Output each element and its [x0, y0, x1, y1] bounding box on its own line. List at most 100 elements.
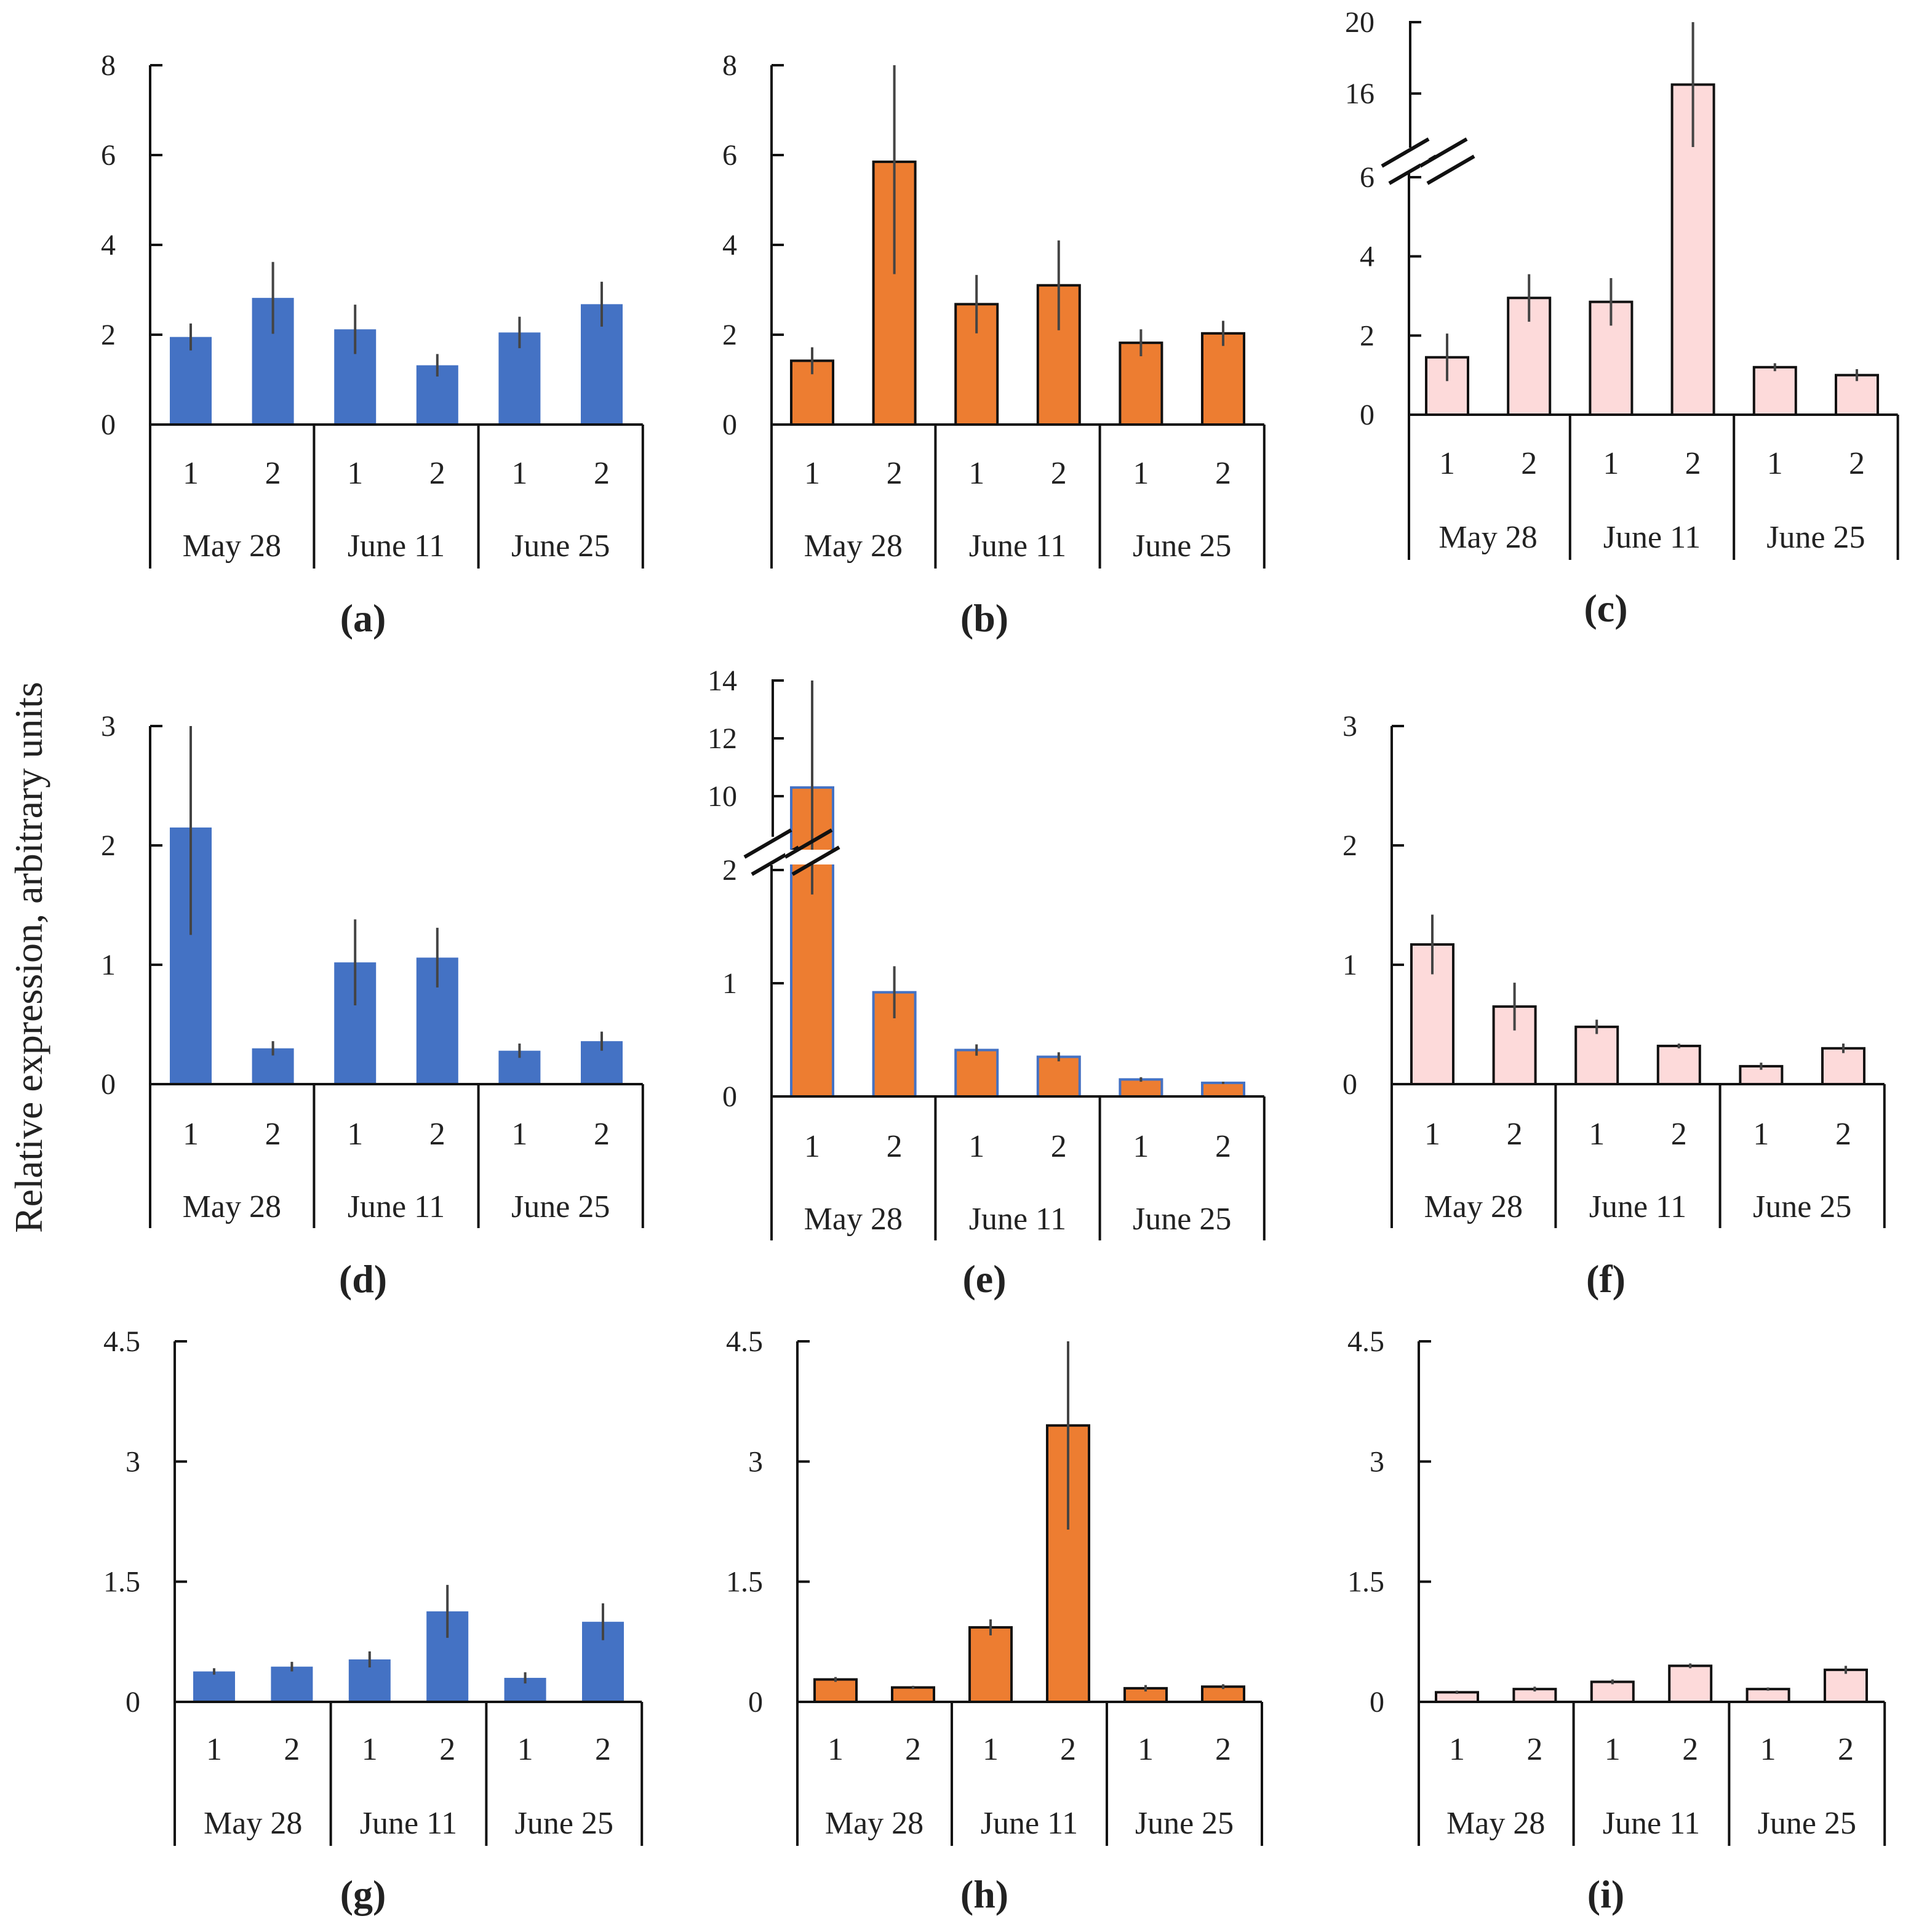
group-label: June 25 [511, 529, 610, 564]
group-label: June 25 [1766, 520, 1865, 555]
x-tick-label: 1 [968, 456, 984, 491]
group-label: June 11 [1603, 1806, 1700, 1841]
y-tick-label: 1 [722, 967, 737, 1000]
bar [1656, 1044, 1701, 1086]
x-tick-label: 2 [595, 1732, 611, 1767]
x-tick-label: 2 [429, 456, 445, 491]
group-label: May 28 [183, 529, 281, 564]
y-tick-label: 0 [748, 1686, 763, 1718]
y-tick-label: 14 [708, 665, 737, 697]
x-tick-label: 1 [517, 1732, 533, 1767]
bar [891, 1686, 935, 1704]
bar [1574, 1025, 1619, 1086]
y-tick-label: 4.5 [726, 1325, 763, 1358]
x-tick-label: 2 [284, 1732, 300, 1767]
x-tick-label: 1 [511, 456, 527, 491]
x-tick-label: 1 [347, 1117, 363, 1152]
panel-label: (b) [960, 596, 1008, 640]
group-label: June 11 [348, 1189, 445, 1224]
y-tick-label: 3 [1342, 710, 1357, 743]
x-tick-label: 2 [1835, 1117, 1851, 1152]
y-tick-label: 4.5 [1347, 1325, 1384, 1358]
chart-panel-b: 0 2 4 6 8 1 2 1 2 1 2 May 28 June 11 June 25 (b) [722, 49, 1266, 640]
x-tick-label: 1 [511, 1117, 527, 1152]
bar [968, 1626, 1013, 1703]
axis-break-mark [1419, 137, 1468, 168]
bar [954, 1048, 999, 1098]
y-tick-label: 0 [1370, 1686, 1384, 1718]
x-tick-label: 1 [1133, 1129, 1149, 1164]
y-tick-label: 0 [722, 409, 737, 441]
y-tick-label: 2 [101, 319, 116, 351]
axis-break-mark [743, 828, 792, 859]
axis-break-mark [1381, 137, 1430, 168]
bar [1821, 1047, 1865, 1086]
x-tick-label: 1 [1589, 1117, 1605, 1152]
bar [1752, 365, 1797, 416]
x-tick-label: 2 [439, 1732, 455, 1767]
bar [193, 1671, 235, 1702]
panel-label: (e) [962, 1257, 1006, 1301]
x-tick-label: 1 [1439, 446, 1455, 481]
y-tick-label: 6 [722, 139, 737, 172]
y-tick-label: 3 [748, 1445, 763, 1478]
y-tick-label: 0 [101, 1068, 116, 1101]
y-tick-label: 3 [101, 710, 116, 743]
y-tick-label: 4 [1360, 241, 1374, 273]
x-tick-label: 2 [1215, 1129, 1231, 1164]
bar [1824, 1668, 1868, 1704]
x-tick-label: 2 [905, 1732, 921, 1767]
group-label: May 28 [183, 1189, 281, 1224]
y-tick-label: 12 [708, 722, 737, 755]
x-tick-label: 2 [1671, 1117, 1687, 1152]
y-tick-label: 20 [1345, 6, 1374, 39]
x-tick-label: 1 [828, 1732, 844, 1767]
group-label: May 28 [1424, 1189, 1523, 1224]
x-tick-label: 2 [265, 1117, 281, 1152]
y-tick-label: 3 [1370, 1445, 1384, 1478]
y-tick-label: 1.5 [103, 1566, 140, 1599]
panel-label: (a) [340, 596, 386, 640]
y-tick-label: 10 [708, 780, 737, 813]
y-tick-label: 3 [126, 1445, 140, 1478]
y-tick-label: 0 [101, 409, 116, 441]
bar [813, 1678, 858, 1704]
bar [1590, 1680, 1635, 1703]
y-tick-label: 2 [1342, 829, 1357, 862]
y-tick-label: 6 [1360, 161, 1374, 194]
bar [1036, 1055, 1081, 1098]
chart-panel-i: 0 1.5 3 4.5 1 2 1 2 1 2 May 28 June 11 June 25 (i) [1347, 1325, 1886, 1916]
y-tick-label: 0 [1360, 399, 1374, 431]
x-tick-label: 1 [983, 1732, 999, 1767]
chart-panel-d: 0 1 2 3 1 2 1 2 1 2 May 28 June 11 June 25 (d) [101, 710, 644, 1301]
x-tick-label: 1 [804, 1129, 820, 1164]
bar [271, 1666, 313, 1702]
y-tick-label: 0 [722, 1080, 737, 1113]
group-label: June 25 [1135, 1806, 1234, 1841]
group-label: May 28 [204, 1806, 302, 1841]
x-tick-label: 1 [1767, 446, 1783, 481]
group-label: June 11 [981, 1806, 1078, 1841]
bar [170, 337, 212, 425]
group-label: June 11 [969, 1202, 1066, 1237]
group-label: June 11 [969, 529, 1066, 564]
x-tick-label: 2 [1215, 1732, 1231, 1767]
x-tick-label: 1 [347, 456, 363, 491]
group-label: June 11 [1603, 520, 1701, 555]
y-tick-label: 4.5 [103, 1325, 140, 1358]
bar [1119, 1078, 1163, 1098]
x-tick-label: 1 [968, 1129, 984, 1164]
x-tick-label: 1 [1449, 1732, 1465, 1767]
y-tick-label: 2 [722, 854, 737, 887]
panel-label: (i) [1587, 1872, 1624, 1916]
x-tick-label: 2 [1051, 1129, 1067, 1164]
x-tick-label: 1 [1424, 1117, 1440, 1152]
x-tick-label: 2 [265, 456, 281, 491]
x-tick-label: 2 [1682, 1732, 1698, 1767]
y-tick-label: 2 [722, 319, 737, 351]
x-tick-label: 2 [887, 1129, 903, 1164]
x-tick-label: 2 [594, 1117, 610, 1152]
group-label: June 11 [348, 529, 445, 564]
